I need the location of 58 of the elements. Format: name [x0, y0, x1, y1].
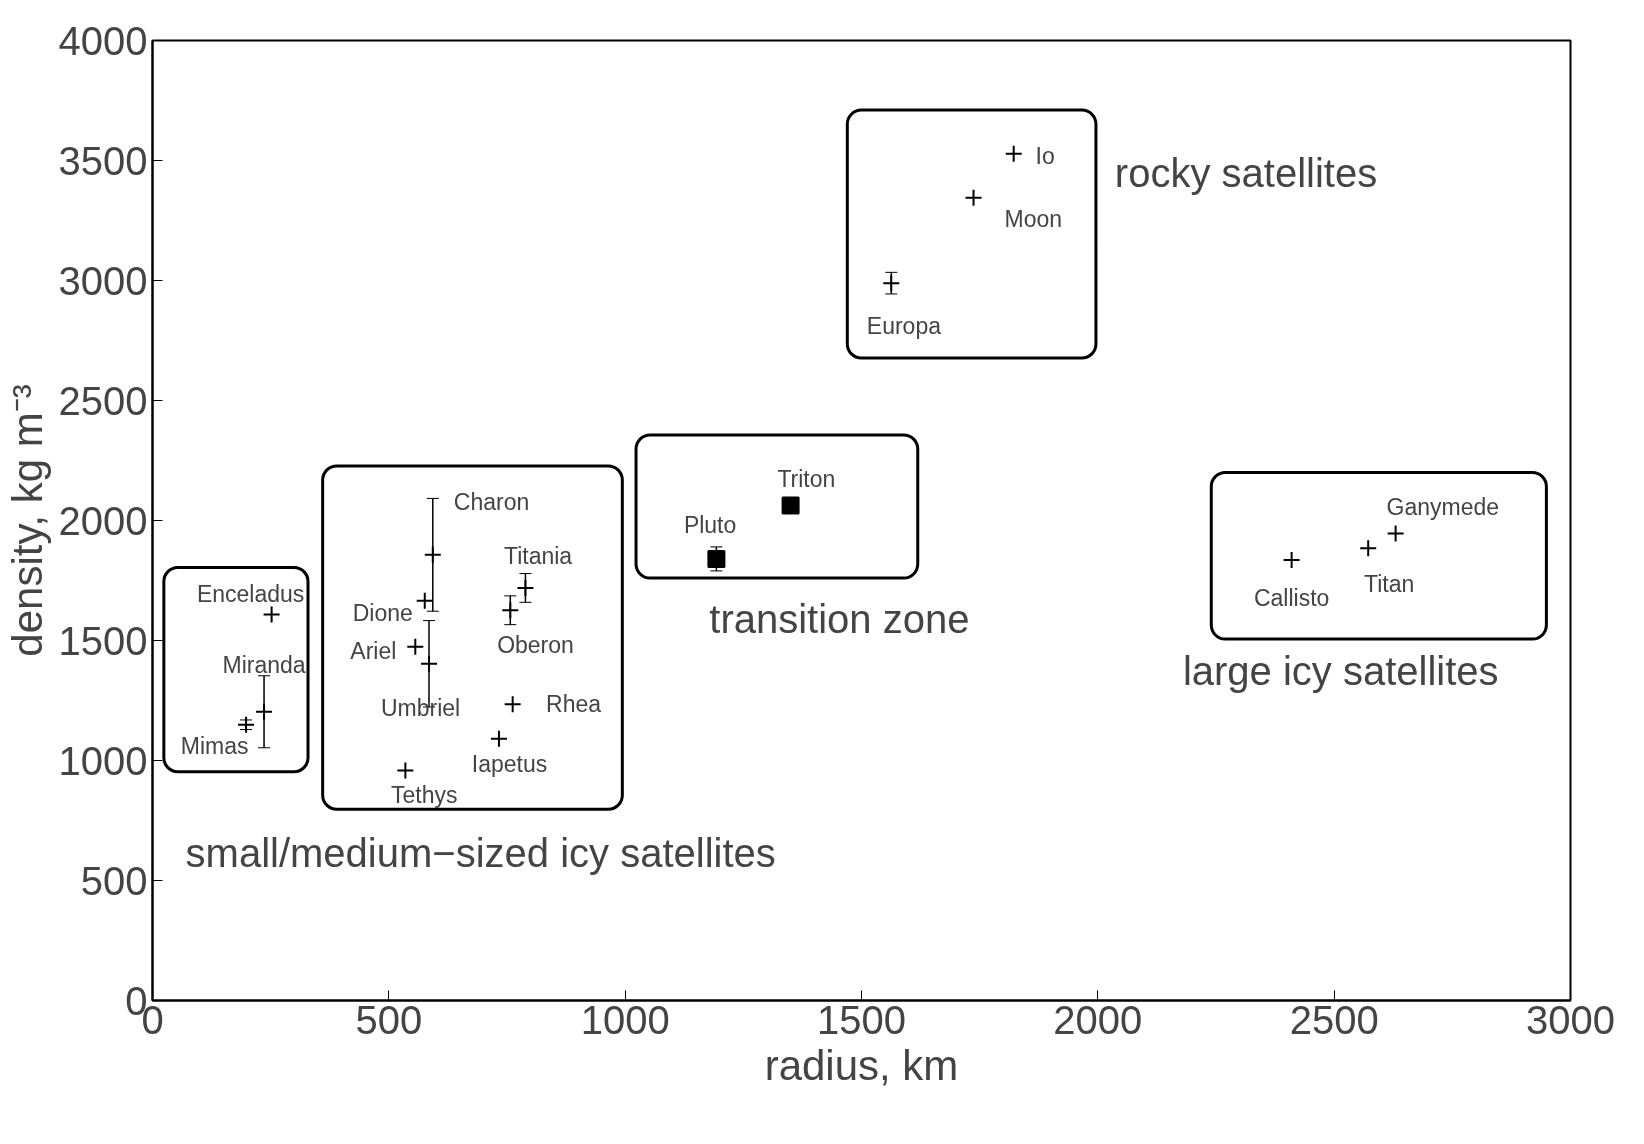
- point: [516, 578, 535, 597]
- point: [396, 761, 415, 780]
- point: [423, 545, 442, 564]
- annotation: Enceladus: [196, 580, 305, 607]
- annotation: Callisto: [1253, 584, 1330, 611]
- point: [1359, 539, 1378, 558]
- y-tick-label: 3500: [58, 138, 148, 183]
- annotation: Pluto: [683, 512, 737, 539]
- x-axis-title: radius, km: [764, 1041, 959, 1089]
- annotation: Europa: [866, 313, 942, 340]
- x-tick-label: 500: [355, 997, 423, 1042]
- y-tick-label: 2000: [58, 498, 148, 543]
- x-tick-label: 1000: [580, 997, 670, 1042]
- text: small/medium−sized icy satellites: [185, 830, 776, 875]
- x-tick-label: 2500: [1289, 997, 1379, 1042]
- point: [237, 715, 256, 734]
- annotation: Tethys: [391, 781, 458, 808]
- series-label: transition zone: [709, 597, 970, 642]
- annotation: Ariel: [350, 637, 397, 664]
- point: [255, 702, 274, 721]
- point: [420, 654, 439, 673]
- point: [503, 695, 522, 714]
- y-tick-label: 3000: [58, 258, 148, 303]
- annotation: Iapetus: [471, 750, 548, 777]
- y-tick-label: 1000: [58, 738, 148, 783]
- annotation: Dione: [352, 600, 413, 627]
- annotation: Moon: [1004, 205, 1063, 232]
- x-tick-label: 1500: [817, 997, 906, 1042]
- point: [489, 729, 508, 748]
- point: [501, 601, 520, 620]
- text: rocky satellites: [1114, 150, 1378, 195]
- annotation: Ganymede: [1386, 494, 1500, 521]
- point: [707, 549, 726, 568]
- point: [262, 605, 281, 624]
- annotation: Io: [1035, 142, 1055, 169]
- point: [781, 496, 800, 515]
- y-tick-label: 500: [80, 858, 148, 903]
- annotation: Miranda: [222, 651, 306, 678]
- annotation: Rhea: [546, 691, 602, 718]
- point: [406, 637, 425, 656]
- annotation: Titania: [503, 543, 573, 570]
- annotation: Umbriel: [380, 694, 461, 721]
- x-tick-label: 2000: [1053, 997, 1143, 1042]
- y-tick-label: 1500: [58, 618, 148, 663]
- annotation: Mimas: [180, 732, 249, 759]
- y-tick-label: 4000: [58, 18, 148, 63]
- point: [1004, 144, 1023, 163]
- point: [964, 188, 983, 207]
- annotation: Charon: [453, 489, 530, 516]
- point: [1386, 524, 1405, 543]
- annotation: Oberon: [497, 631, 574, 658]
- point: [1282, 551, 1301, 570]
- x-tick-label: 3000: [1526, 997, 1615, 1042]
- annotation: Triton: [777, 466, 836, 493]
- y-tick-label: 2500: [58, 378, 148, 423]
- y-axis-title: density, kg m⁻³: [3, 384, 51, 657]
- annotation: Titan: [1364, 571, 1415, 598]
- text: large icy satellites: [1182, 648, 1499, 693]
